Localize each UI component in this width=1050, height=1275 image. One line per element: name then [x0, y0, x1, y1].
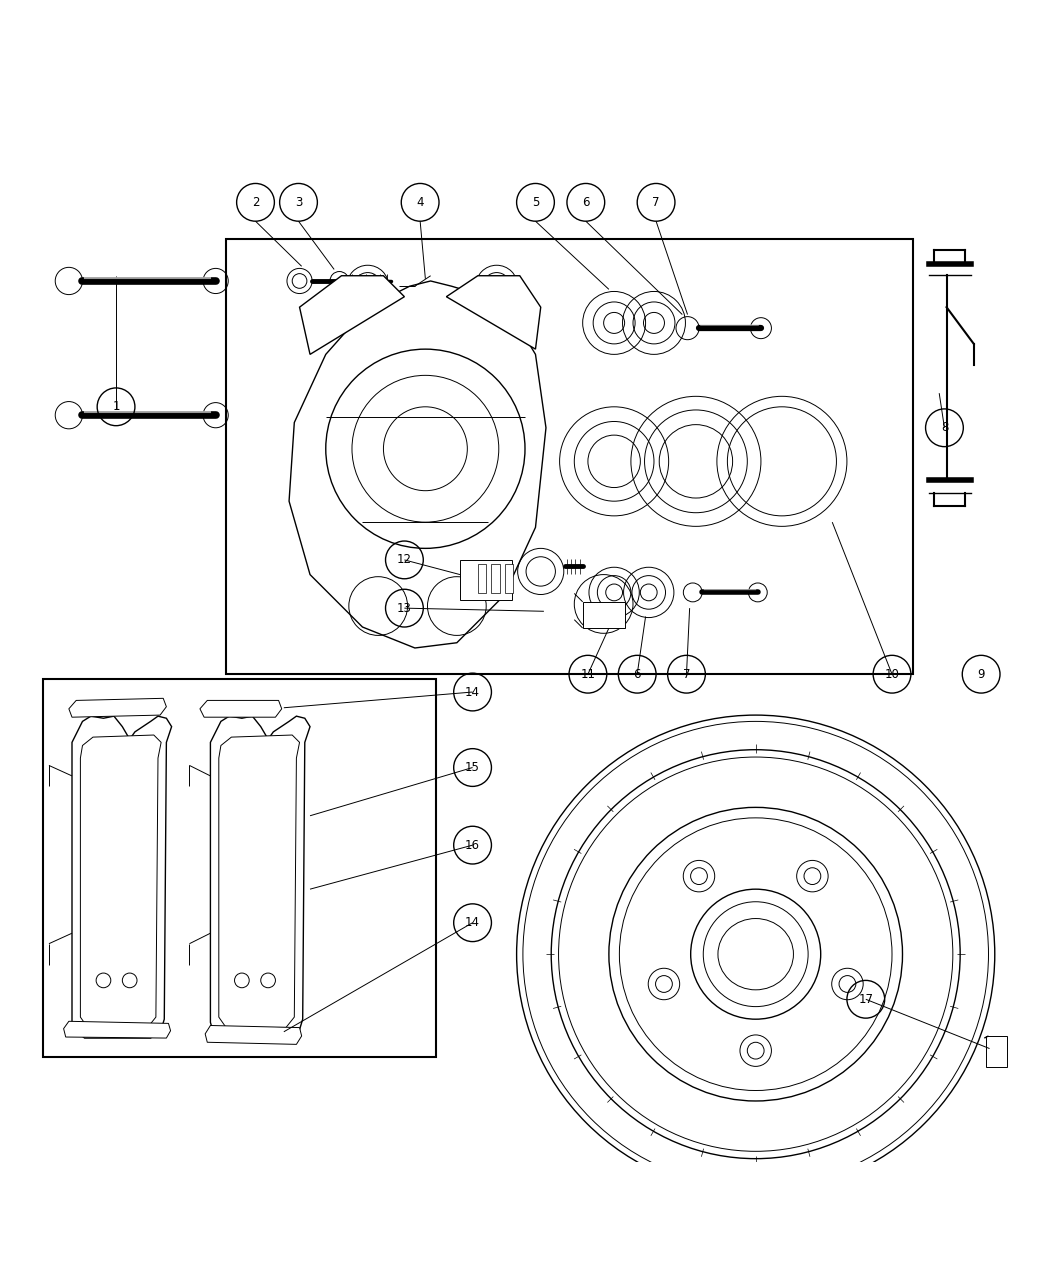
Text: 6: 6: [633, 668, 640, 681]
Polygon shape: [446, 275, 541, 349]
Text: 14: 14: [465, 686, 480, 699]
Polygon shape: [81, 734, 161, 1028]
Text: 17: 17: [858, 993, 874, 1006]
Polygon shape: [64, 1021, 170, 1038]
Polygon shape: [289, 280, 546, 648]
Text: 8: 8: [941, 421, 948, 435]
Polygon shape: [72, 717, 171, 1038]
Text: 14: 14: [465, 917, 480, 929]
FancyBboxPatch shape: [460, 560, 512, 599]
Polygon shape: [200, 700, 281, 718]
Text: 3: 3: [295, 196, 302, 209]
Text: 10: 10: [884, 668, 900, 681]
Polygon shape: [69, 699, 166, 718]
Polygon shape: [205, 1025, 301, 1044]
FancyBboxPatch shape: [986, 1037, 1007, 1067]
Text: 13: 13: [397, 602, 412, 615]
FancyBboxPatch shape: [491, 564, 500, 593]
Text: 9: 9: [978, 668, 985, 681]
Polygon shape: [210, 717, 310, 1038]
Text: 6: 6: [582, 196, 589, 209]
Text: 4: 4: [417, 196, 424, 209]
Text: 7: 7: [652, 196, 659, 209]
Text: 2: 2: [252, 196, 259, 209]
Text: 11: 11: [581, 668, 595, 681]
FancyBboxPatch shape: [226, 238, 914, 674]
FancyBboxPatch shape: [583, 602, 625, 629]
Text: 15: 15: [465, 761, 480, 774]
FancyBboxPatch shape: [478, 564, 486, 593]
Text: 16: 16: [465, 839, 480, 852]
Polygon shape: [218, 734, 299, 1028]
Text: 12: 12: [397, 553, 412, 566]
Text: 1: 1: [112, 400, 120, 413]
Text: 7: 7: [682, 668, 690, 681]
FancyBboxPatch shape: [43, 680, 436, 1057]
Polygon shape: [299, 275, 404, 354]
Text: 5: 5: [531, 196, 539, 209]
FancyBboxPatch shape: [505, 564, 513, 593]
